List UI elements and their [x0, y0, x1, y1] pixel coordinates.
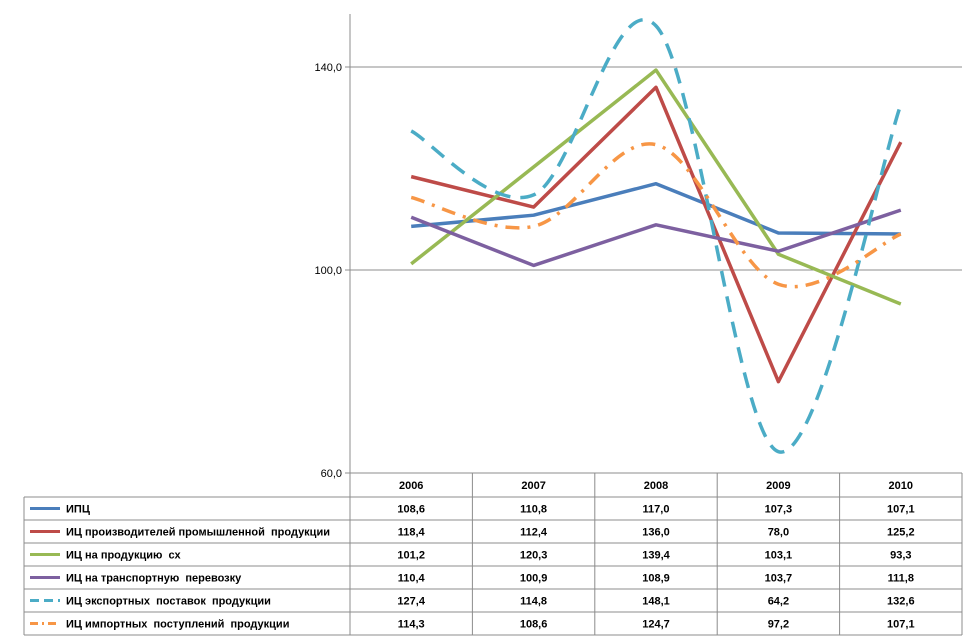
series-name: ИЦ производителей промышленной продукции: [66, 527, 330, 539]
data-label: 110,8: [520, 504, 547, 516]
data-label: 103,1: [765, 550, 793, 562]
series-name: ИЦ импортных поступлений продукции: [66, 619, 289, 631]
data-label: 110,4: [398, 573, 426, 585]
series-lines: [410, 18, 903, 454]
data-label: 112,4: [520, 527, 548, 539]
category-label: 2009: [766, 480, 790, 492]
data-label: 100,9: [520, 573, 548, 585]
series-line-3: [410, 68, 902, 306]
data-label: 139,4: [642, 550, 670, 562]
series-line-2: [410, 85, 903, 384]
y-tick-label: 140,0: [314, 62, 342, 74]
data-label: 108,6: [520, 619, 548, 631]
series-name: ИПЦ: [66, 504, 90, 516]
data-label: 124,7: [642, 619, 670, 631]
data-label: 148,1: [642, 596, 670, 608]
y-tick-label: 60,0: [321, 468, 342, 480]
data-label: 111,8: [888, 573, 914, 585]
data-label: 64,2: [768, 596, 789, 608]
series-name: ИЦ на продукцию сх: [66, 550, 181, 562]
data-label: 108,9: [642, 573, 670, 585]
data-label: 114,3: [398, 619, 425, 631]
y-axis: 60,0 100,0 140,0: [314, 14, 351, 480]
data-label: 136,0: [642, 527, 670, 539]
series-line-5: [410, 18, 903, 454]
data-label: 101,2: [397, 550, 425, 562]
series-line-6: [410, 142, 902, 289]
data-label: 114,8: [520, 596, 547, 608]
data-table: 2006 2007 2008 2009 2010 ИПЦ 108,6 110,8 117,0 10…: [23, 472, 963, 636]
series-line-1: [411, 181, 901, 236]
series-line-4: [410, 208, 902, 268]
data-label: 107,1: [887, 619, 915, 631]
category-label: 2010: [889, 480, 913, 492]
series-name: ИЦ экспортных поставок продукции: [66, 596, 271, 608]
data-label: 93,3: [890, 550, 911, 562]
data-label: 132,6: [887, 596, 915, 608]
y-tick-label: 100,0: [314, 265, 342, 277]
category-label: 2008: [644, 480, 668, 492]
data-label: 78,0: [768, 527, 789, 539]
data-label: 97,2: [768, 619, 789, 631]
data-label: 118,4: [398, 527, 426, 539]
data-label: 103,7: [765, 573, 793, 585]
series-name: ИЦ на транспортную перевозку: [66, 573, 242, 585]
data-label: 107,1: [887, 504, 915, 516]
data-label: 127,4: [397, 596, 425, 608]
category-label: 2006: [399, 480, 423, 492]
data-label: 117,0: [643, 504, 670, 516]
data-label: 120,3: [520, 550, 548, 562]
data-label: 125,2: [887, 527, 915, 539]
data-label: 107,3: [765, 504, 793, 516]
data-label: 108,6: [397, 504, 425, 516]
category-label: 2007: [521, 480, 545, 492]
gridlines: [350, 66, 962, 271]
